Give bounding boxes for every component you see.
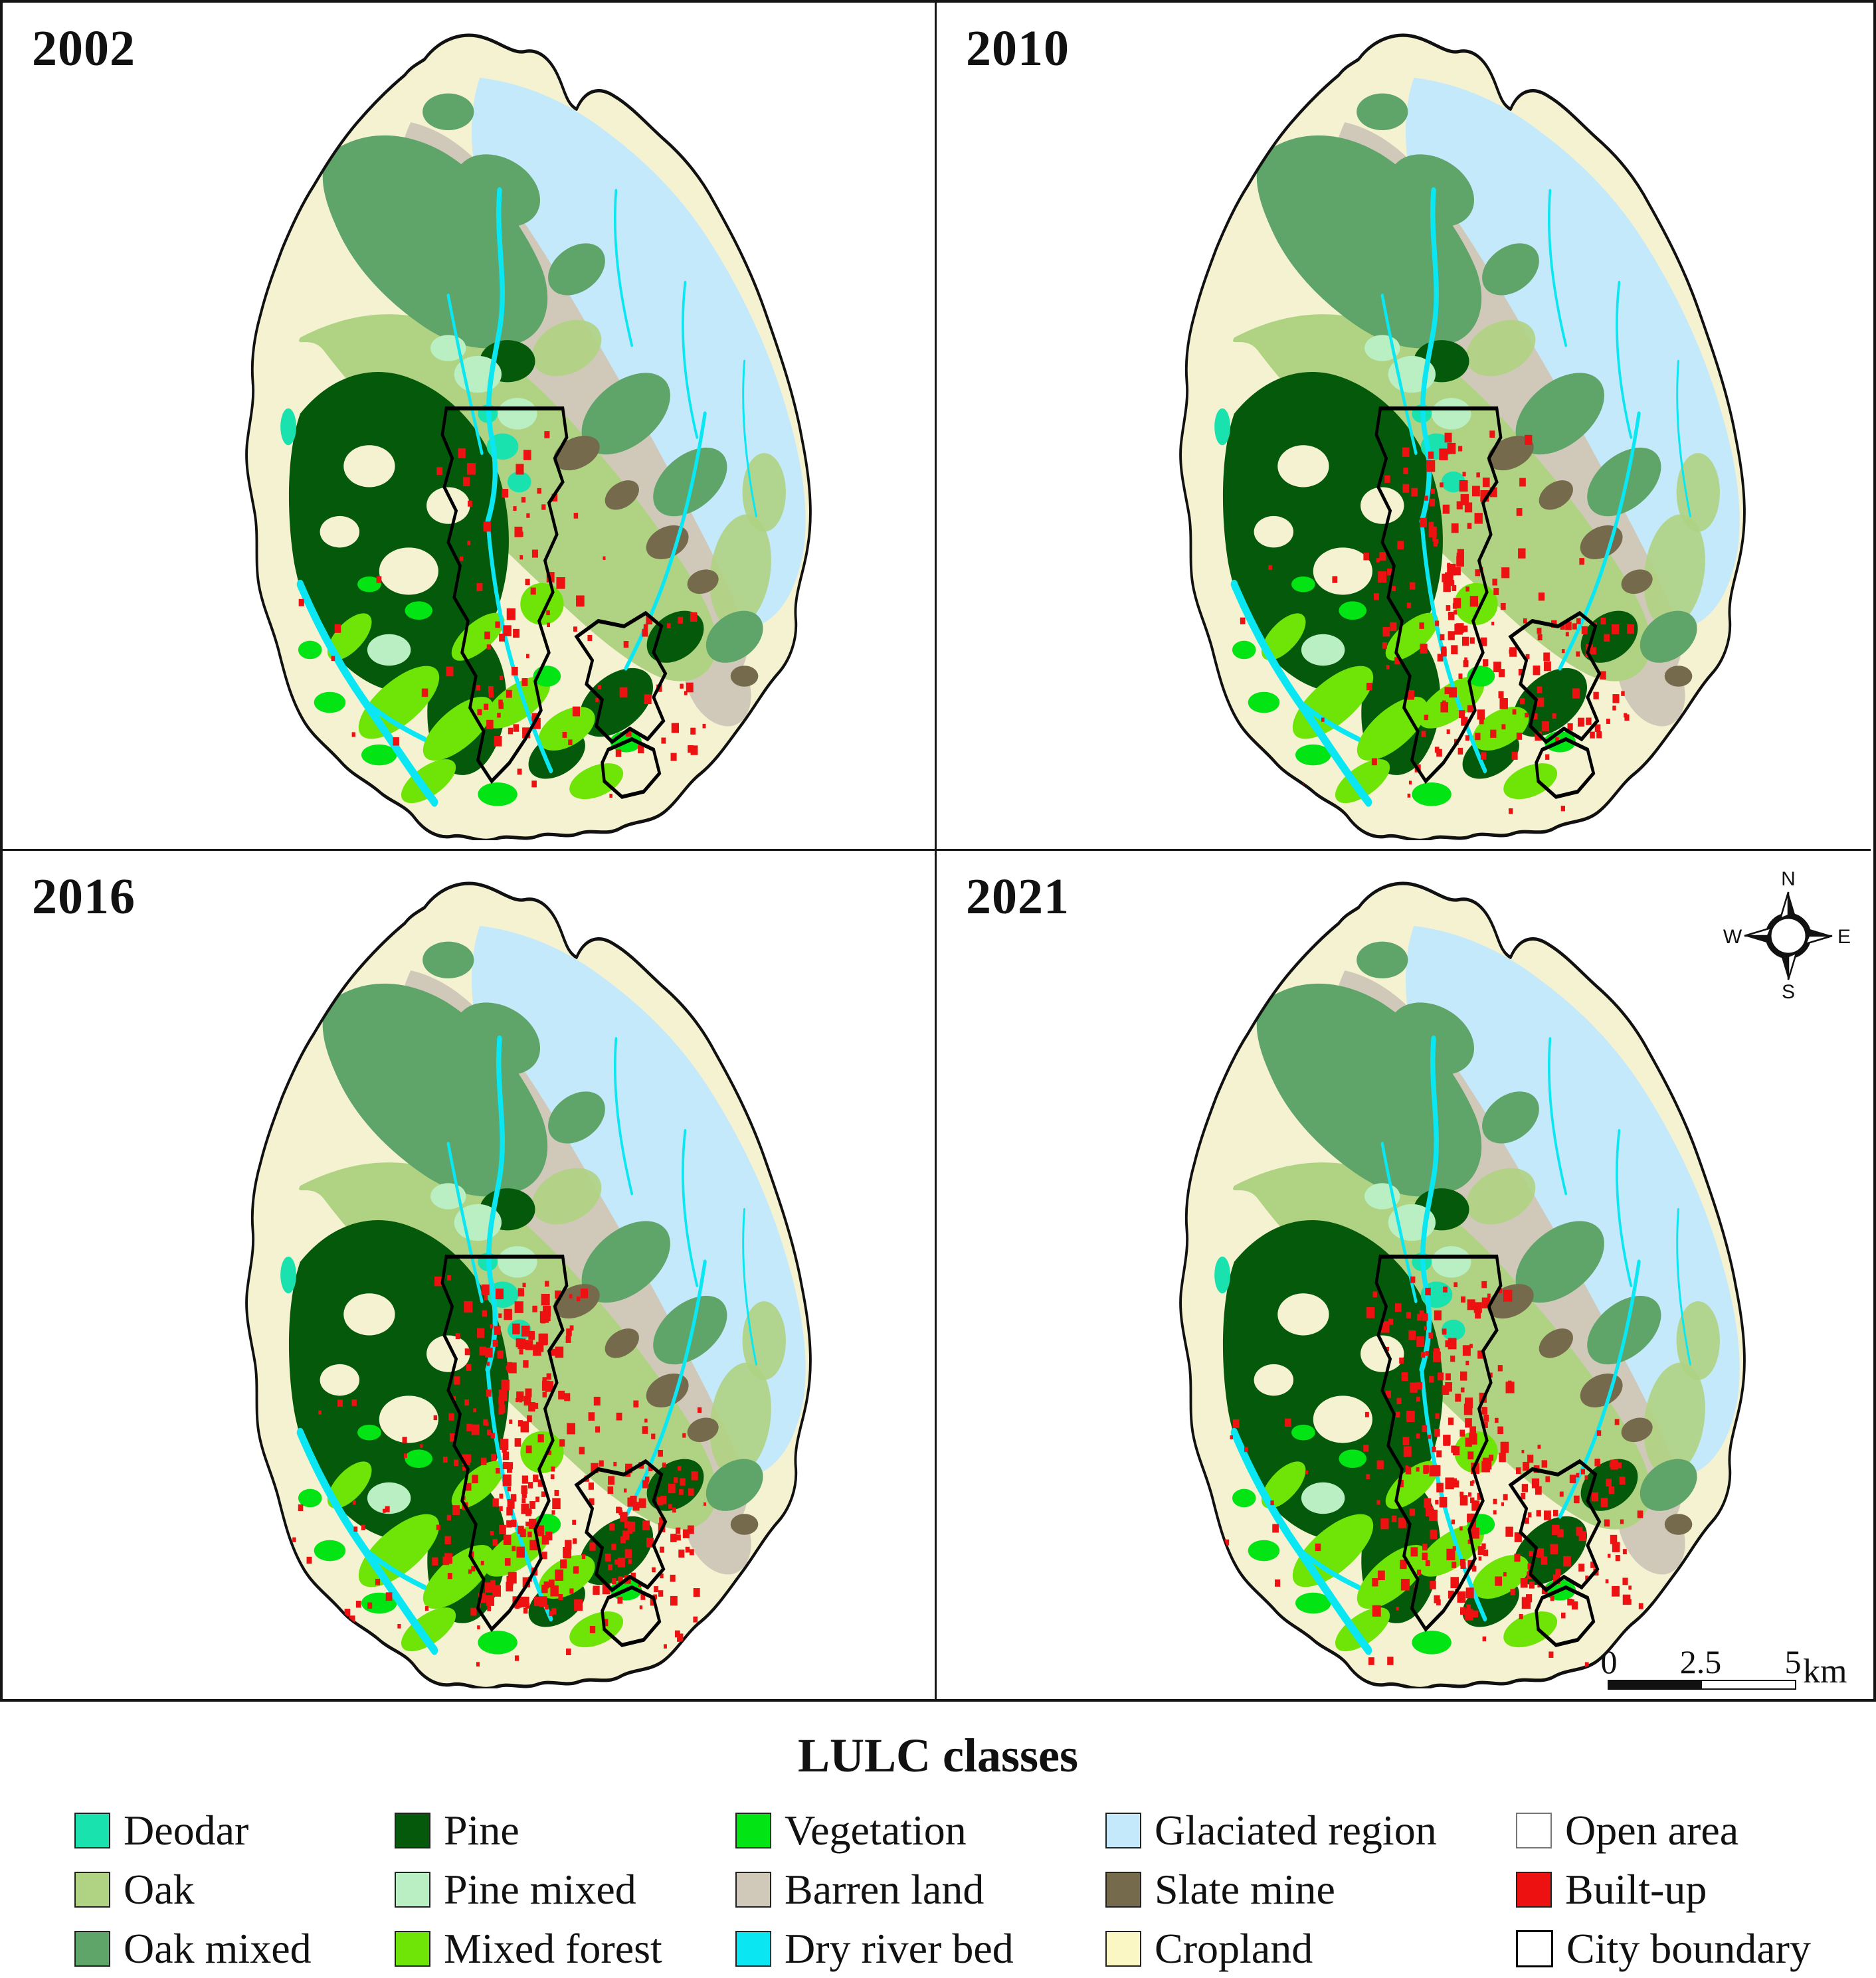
legend-item-open-area: Open area: [1516, 1801, 1848, 1860]
legend-item-cropland: Cropland: [1105, 1919, 1516, 1978]
legend-label: Built-up: [1565, 1865, 1707, 1913]
legend-label: Barren land: [785, 1865, 985, 1913]
map-panel: 2010: [937, 3, 1871, 851]
legend-item-pine: Pine: [395, 1801, 735, 1860]
lulc-map-2016: [152, 868, 853, 1688]
legend-swatch: [74, 1812, 110, 1848]
legend-swatch: [1105, 1871, 1141, 1908]
legend-swatch: [1516, 1930, 1553, 1967]
legend-column: Pine Pine mixed Mixed forest: [395, 1801, 735, 1978]
legend-swatch: [395, 1871, 430, 1908]
scale-tick-2-5: 2.5: [1679, 1643, 1722, 1680]
legend-item-slate-mine: Slate mine: [1105, 1860, 1516, 1919]
map-panel-grid: 2002 2010 2016 2021: [0, 0, 1876, 1702]
legend-label: Deodar: [124, 1806, 249, 1854]
legend-swatch: [1105, 1930, 1141, 1967]
legend-item-mixed-forest: Mixed forest: [395, 1919, 735, 1978]
legend-item-dry-river-bed: Dry river bed: [735, 1919, 1105, 1978]
compass-east-label: E: [1837, 926, 1851, 948]
panel-year-label: 2002: [32, 21, 136, 76]
panel-year-label: 2010: [966, 21, 1070, 76]
legend-swatch: [735, 1930, 771, 1967]
legend-swatch: [395, 1930, 430, 1967]
legend-item-glaciated-region: Glaciated region: [1105, 1801, 1516, 1860]
compass-south-label: S: [1782, 981, 1795, 1002]
map-panel: 2016: [3, 851, 937, 1699]
legend-label: Cropland: [1155, 1924, 1313, 1972]
compass-rose-icon: N E S W: [1723, 868, 1851, 1002]
legend-item-vegetation: Vegetation: [735, 1801, 1105, 1860]
legend-label: Pine: [444, 1806, 519, 1854]
legend-label: Oak: [124, 1865, 195, 1913]
map-panel: 2002: [3, 3, 937, 851]
scale-tick-5: 5: [1784, 1643, 1802, 1680]
legend-column: Deodar Oak Oak mixed: [74, 1801, 395, 1978]
scale-bar: 0 2.5 5 km: [1600, 1643, 1871, 1692]
legend-label: Dry river bed: [785, 1924, 1014, 1972]
legend-swatch: [1516, 1812, 1552, 1848]
legend-column: Open area Built-up City boundary: [1516, 1801, 1848, 1978]
scale-unit-label: km: [1803, 1653, 1847, 1690]
panel-year-label: 2021: [966, 869, 1070, 925]
legend-swatch: [74, 1871, 110, 1908]
legend: LULC classes Deodar Oak Oak mixed Pine P…: [0, 1702, 1876, 1976]
legend-item-built-up: Built-up: [1516, 1860, 1848, 1919]
legend-item-oak: Oak: [74, 1860, 395, 1919]
panel-year-label: 2016: [32, 869, 136, 925]
compass-north-label: N: [1781, 868, 1796, 890]
legend-label: City boundary: [1566, 1924, 1811, 1972]
lulc-map-2021: [1086, 868, 1787, 1688]
legend-swatch: [395, 1812, 430, 1848]
legend-column: Vegetation Barren land Dry river bed: [735, 1801, 1105, 1978]
legend-label: Pine mixed: [444, 1865, 636, 1913]
scale-bar-rule: [1608, 1680, 1796, 1690]
map-panel: 2021 N E S W 0: [937, 851, 1871, 1699]
legend-column: Glaciated region Slate mine Cropland: [1105, 1801, 1516, 1978]
legend-swatch: [735, 1871, 771, 1908]
legend-label: Oak mixed: [124, 1924, 312, 1972]
legend-swatch: [74, 1930, 110, 1967]
legend-item-city-boundary: City boundary: [1516, 1919, 1848, 1978]
legend-grid: Deodar Oak Oak mixed Pine Pine mixed Mix…: [0, 1801, 1876, 1978]
scale-tick-0: 0: [1600, 1643, 1618, 1680]
legend-swatch: [735, 1812, 771, 1848]
compass-west-label: W: [1723, 926, 1742, 948]
legend-item-pine-mixed: Pine mixed: [395, 1860, 735, 1919]
lulc-map-2002: [152, 20, 853, 840]
legend-label: Open area: [1565, 1806, 1739, 1854]
legend-swatch: [1105, 1812, 1141, 1848]
legend-item-oak-mixed: Oak mixed: [74, 1919, 395, 1978]
legend-label: Slate mine: [1155, 1865, 1335, 1913]
legend-item-deodar: Deodar: [74, 1801, 395, 1860]
legend-item-barren-land: Barren land: [735, 1860, 1105, 1919]
legend-title: LULC classes: [797, 1729, 1078, 1782]
legend-label: Mixed forest: [444, 1924, 662, 1972]
legend-label: Vegetation: [785, 1806, 967, 1854]
lulc-map-2010: [1086, 20, 1787, 840]
legend-swatch: [1516, 1871, 1552, 1908]
legend-label: Glaciated region: [1155, 1806, 1437, 1854]
